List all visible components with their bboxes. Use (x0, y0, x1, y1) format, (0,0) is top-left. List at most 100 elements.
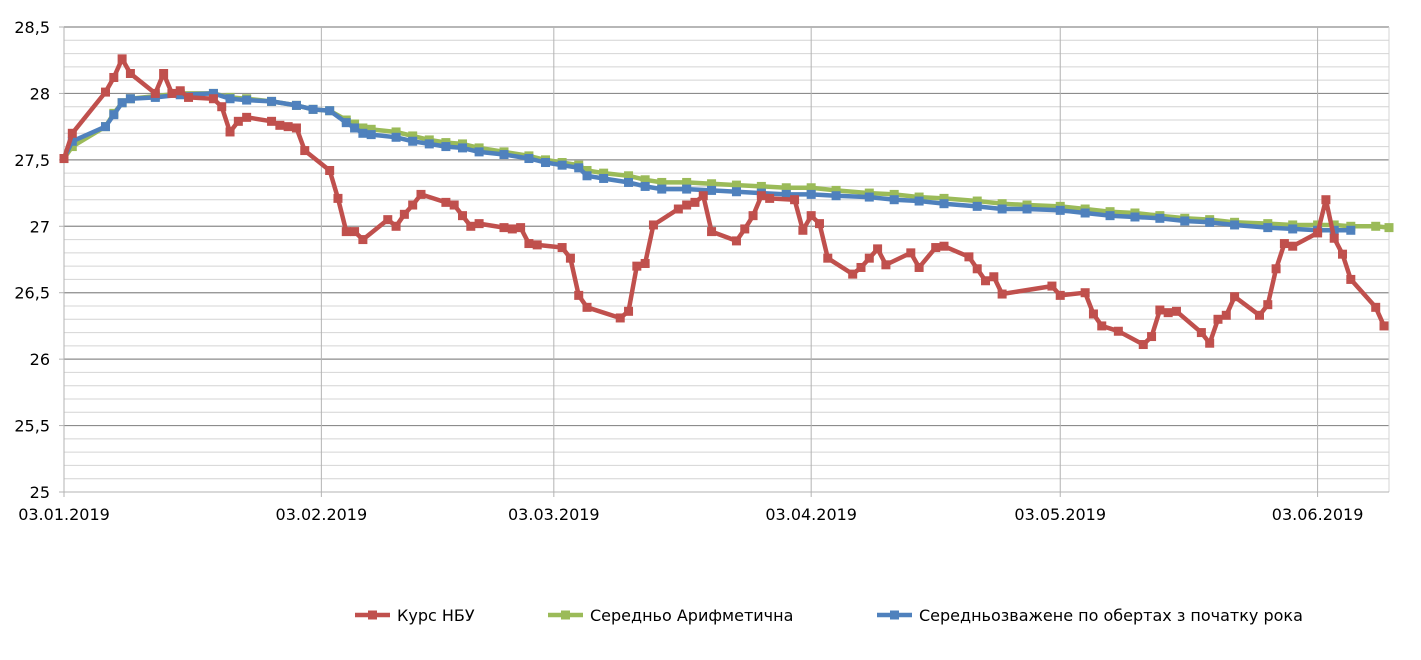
data-point (1205, 217, 1215, 227)
data-point (856, 262, 866, 272)
data-point (1105, 211, 1115, 221)
data-point (333, 193, 343, 203)
data-point (233, 116, 243, 126)
data-point (972, 264, 982, 274)
y-tick-label: 27,5 (14, 151, 50, 170)
data-point (599, 168, 609, 178)
data-point (242, 112, 252, 122)
data-point (698, 191, 708, 201)
data-point (731, 187, 741, 197)
data-point (341, 227, 351, 237)
data-point (424, 139, 434, 149)
data-point (391, 132, 401, 142)
data-point (67, 128, 77, 138)
data-point (466, 221, 476, 231)
data-point (291, 100, 301, 110)
data-point (864, 253, 874, 263)
data-point (499, 223, 509, 233)
data-point (267, 116, 277, 126)
data-point (574, 290, 584, 300)
data-point (939, 199, 949, 209)
data-point (208, 94, 218, 104)
data-point (682, 177, 692, 187)
data-point (1279, 239, 1289, 249)
data-point (1221, 310, 1231, 320)
data-point (1080, 208, 1090, 218)
y-tick-label: 26,5 (14, 284, 50, 303)
data-point (441, 142, 451, 152)
data-point (1288, 241, 1298, 251)
data-point (350, 123, 360, 133)
data-point (889, 195, 899, 205)
series-2 (59, 88, 1356, 235)
data-point (408, 131, 418, 141)
data-point (184, 92, 194, 102)
data-point (814, 219, 824, 229)
data-point (599, 173, 609, 183)
data-point (291, 123, 301, 133)
data-point (125, 69, 135, 78)
data-point (358, 128, 368, 138)
data-point (624, 177, 634, 187)
data-point (150, 88, 160, 98)
data-point (208, 88, 218, 98)
data-point (1313, 228, 1323, 238)
data-point (358, 235, 368, 245)
data-point (1254, 310, 1264, 320)
data-point (1163, 308, 1173, 318)
x-tick-label: 03.05.2019 (1014, 505, 1106, 524)
data-point (524, 154, 534, 164)
legend-label: Середньо Арифметична (590, 606, 793, 625)
data-point (997, 199, 1007, 209)
data-point (408, 200, 418, 210)
grid (64, 26, 1390, 492)
data-point (117, 54, 127, 64)
legend-item-0: Курс НБУ (355, 606, 475, 625)
data-point (1346, 225, 1356, 235)
x-tick-label: 03.04.2019 (765, 505, 857, 524)
data-point (748, 211, 758, 221)
data-point (864, 192, 874, 202)
data-point (1155, 305, 1165, 315)
data-point (474, 219, 484, 229)
data-point (906, 248, 916, 258)
data-point (391, 221, 401, 231)
data-point (997, 289, 1007, 299)
data-point (831, 191, 841, 201)
data-point (790, 195, 800, 205)
data-point (1080, 288, 1090, 298)
data-point (532, 240, 542, 250)
legend-item-1: Середньо Арифметична (548, 606, 793, 625)
data-point (1263, 223, 1273, 233)
x-tick-label: 03.01.2019 (18, 505, 110, 524)
data-point (624, 306, 634, 316)
data-point (59, 154, 69, 164)
series-line (62, 91, 1390, 230)
data-point (889, 189, 899, 199)
data-point (524, 239, 534, 249)
data-point (939, 193, 949, 203)
legend-label: Курс НБУ (397, 606, 475, 625)
data-point (1171, 306, 1181, 316)
data-point (1379, 321, 1389, 331)
data-point (1230, 220, 1240, 230)
data-point (682, 200, 692, 210)
data-point (1230, 292, 1240, 302)
data-point (283, 122, 293, 132)
data-point (109, 72, 119, 82)
data-point (391, 127, 401, 137)
data-point (217, 102, 227, 112)
data-point (1138, 340, 1148, 350)
data-point (707, 179, 717, 189)
data-point (657, 177, 667, 187)
data-point (474, 147, 484, 157)
data-point (989, 272, 999, 282)
y-tick-label: 27 (30, 217, 50, 236)
data-point (756, 191, 766, 201)
data-point (399, 209, 409, 219)
data-point (67, 136, 77, 146)
data-point (350, 227, 360, 237)
tick-labels: 25 25,5 26 26,5 27 27,5 28 28,5 03.01.2019 03.02.… (14, 18, 1363, 524)
data-point (383, 215, 393, 225)
data-point (624, 171, 634, 181)
